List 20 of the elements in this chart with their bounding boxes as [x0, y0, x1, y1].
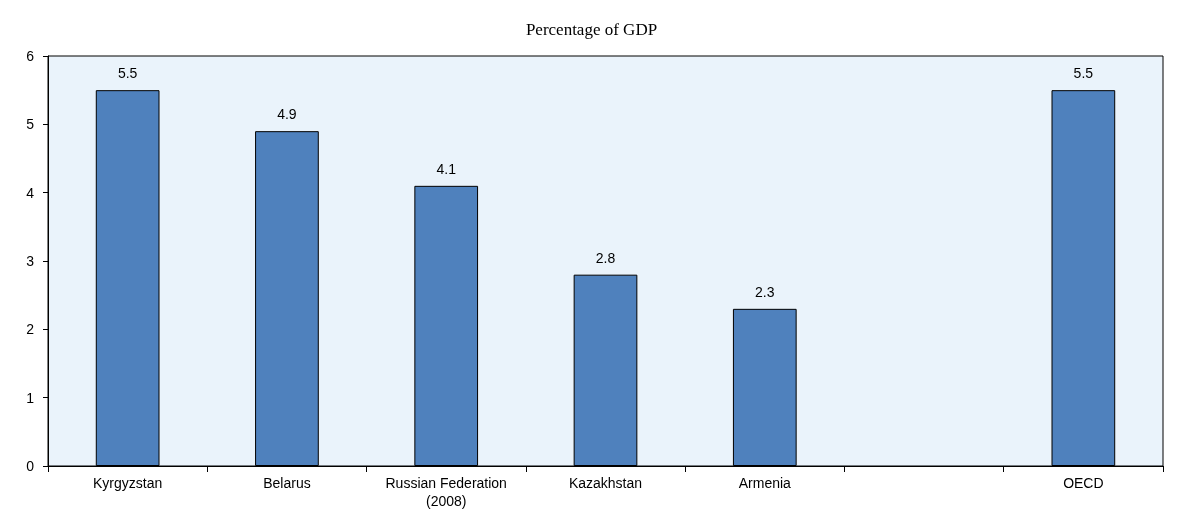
- data-label: 5.5: [1073, 65, 1094, 82]
- x-tick-label: Russian Federation (2008): [385, 475, 507, 509]
- x-tick-label: OECD: [1063, 475, 1104, 491]
- y-tick-label: 6: [26, 48, 35, 64]
- y-tick-label: 4: [26, 184, 35, 201]
- data-label: 5.5: [117, 65, 138, 82]
- y-tick-label: 1: [26, 389, 35, 406]
- y-tick-label: 0: [26, 458, 35, 474]
- y-tick-label: 2: [26, 321, 35, 338]
- x-tick-label: Kazakhstan: [568, 475, 643, 491]
- x-tick-label: Kyrgyzstan: [93, 475, 163, 491]
- chart-title: Percentage of GDP: [525, 20, 658, 39]
- data-label: 4.1: [436, 160, 457, 177]
- x-tick-label: Belarus: [263, 475, 311, 491]
- data-label: 4.9: [277, 106, 297, 123]
- y-tick-label: 5: [26, 116, 35, 133]
- data-label: 2.3: [755, 283, 775, 300]
- y-tick-label: 3: [26, 253, 35, 269]
- data-label: 2.8: [595, 249, 616, 266]
- x-tick-label: Armenia: [738, 475, 792, 491]
